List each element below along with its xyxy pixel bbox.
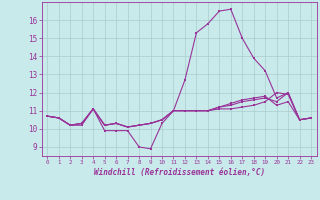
X-axis label: Windchill (Refroidissement éolien,°C): Windchill (Refroidissement éolien,°C)	[94, 168, 265, 177]
